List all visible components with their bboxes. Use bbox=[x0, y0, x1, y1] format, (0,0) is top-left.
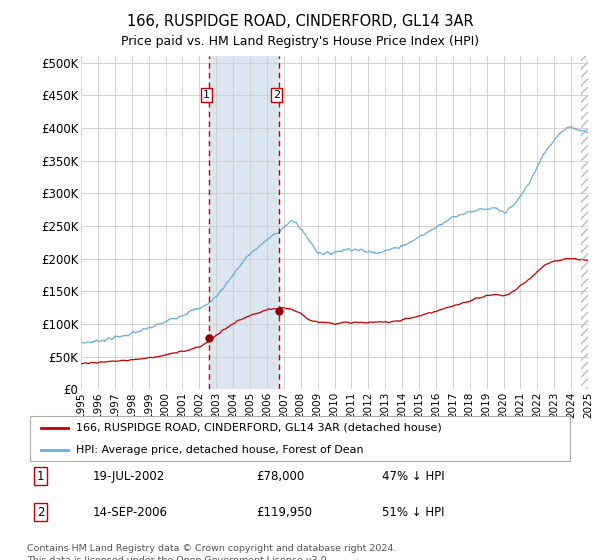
Text: Contains HM Land Registry data © Crown copyright and database right 2024.
This d: Contains HM Land Registry data © Crown c… bbox=[27, 544, 397, 560]
Text: 14-SEP-2006: 14-SEP-2006 bbox=[92, 506, 167, 519]
Text: Price paid vs. HM Land Registry's House Price Index (HPI): Price paid vs. HM Land Registry's House … bbox=[121, 35, 479, 48]
Text: 1: 1 bbox=[203, 90, 209, 100]
Text: 47% ↓ HPI: 47% ↓ HPI bbox=[382, 470, 445, 483]
FancyBboxPatch shape bbox=[30, 416, 570, 460]
Text: 166, RUSPIDGE ROAD, CINDERFORD, GL14 3AR (detached house): 166, RUSPIDGE ROAD, CINDERFORD, GL14 3AR… bbox=[76, 423, 442, 433]
Text: 51% ↓ HPI: 51% ↓ HPI bbox=[382, 506, 445, 519]
Text: 2: 2 bbox=[273, 90, 280, 100]
Bar bbox=[209, 56, 279, 389]
Text: £78,000: £78,000 bbox=[256, 470, 305, 483]
Text: 1: 1 bbox=[37, 470, 44, 483]
Bar bbox=[581, 56, 588, 389]
Text: £119,950: £119,950 bbox=[256, 506, 313, 519]
Text: 166, RUSPIDGE ROAD, CINDERFORD, GL14 3AR: 166, RUSPIDGE ROAD, CINDERFORD, GL14 3AR bbox=[127, 14, 473, 29]
Text: HPI: Average price, detached house, Forest of Dean: HPI: Average price, detached house, Fore… bbox=[76, 445, 364, 455]
Text: 19-JUL-2002: 19-JUL-2002 bbox=[92, 470, 165, 483]
Text: 2: 2 bbox=[37, 506, 44, 519]
